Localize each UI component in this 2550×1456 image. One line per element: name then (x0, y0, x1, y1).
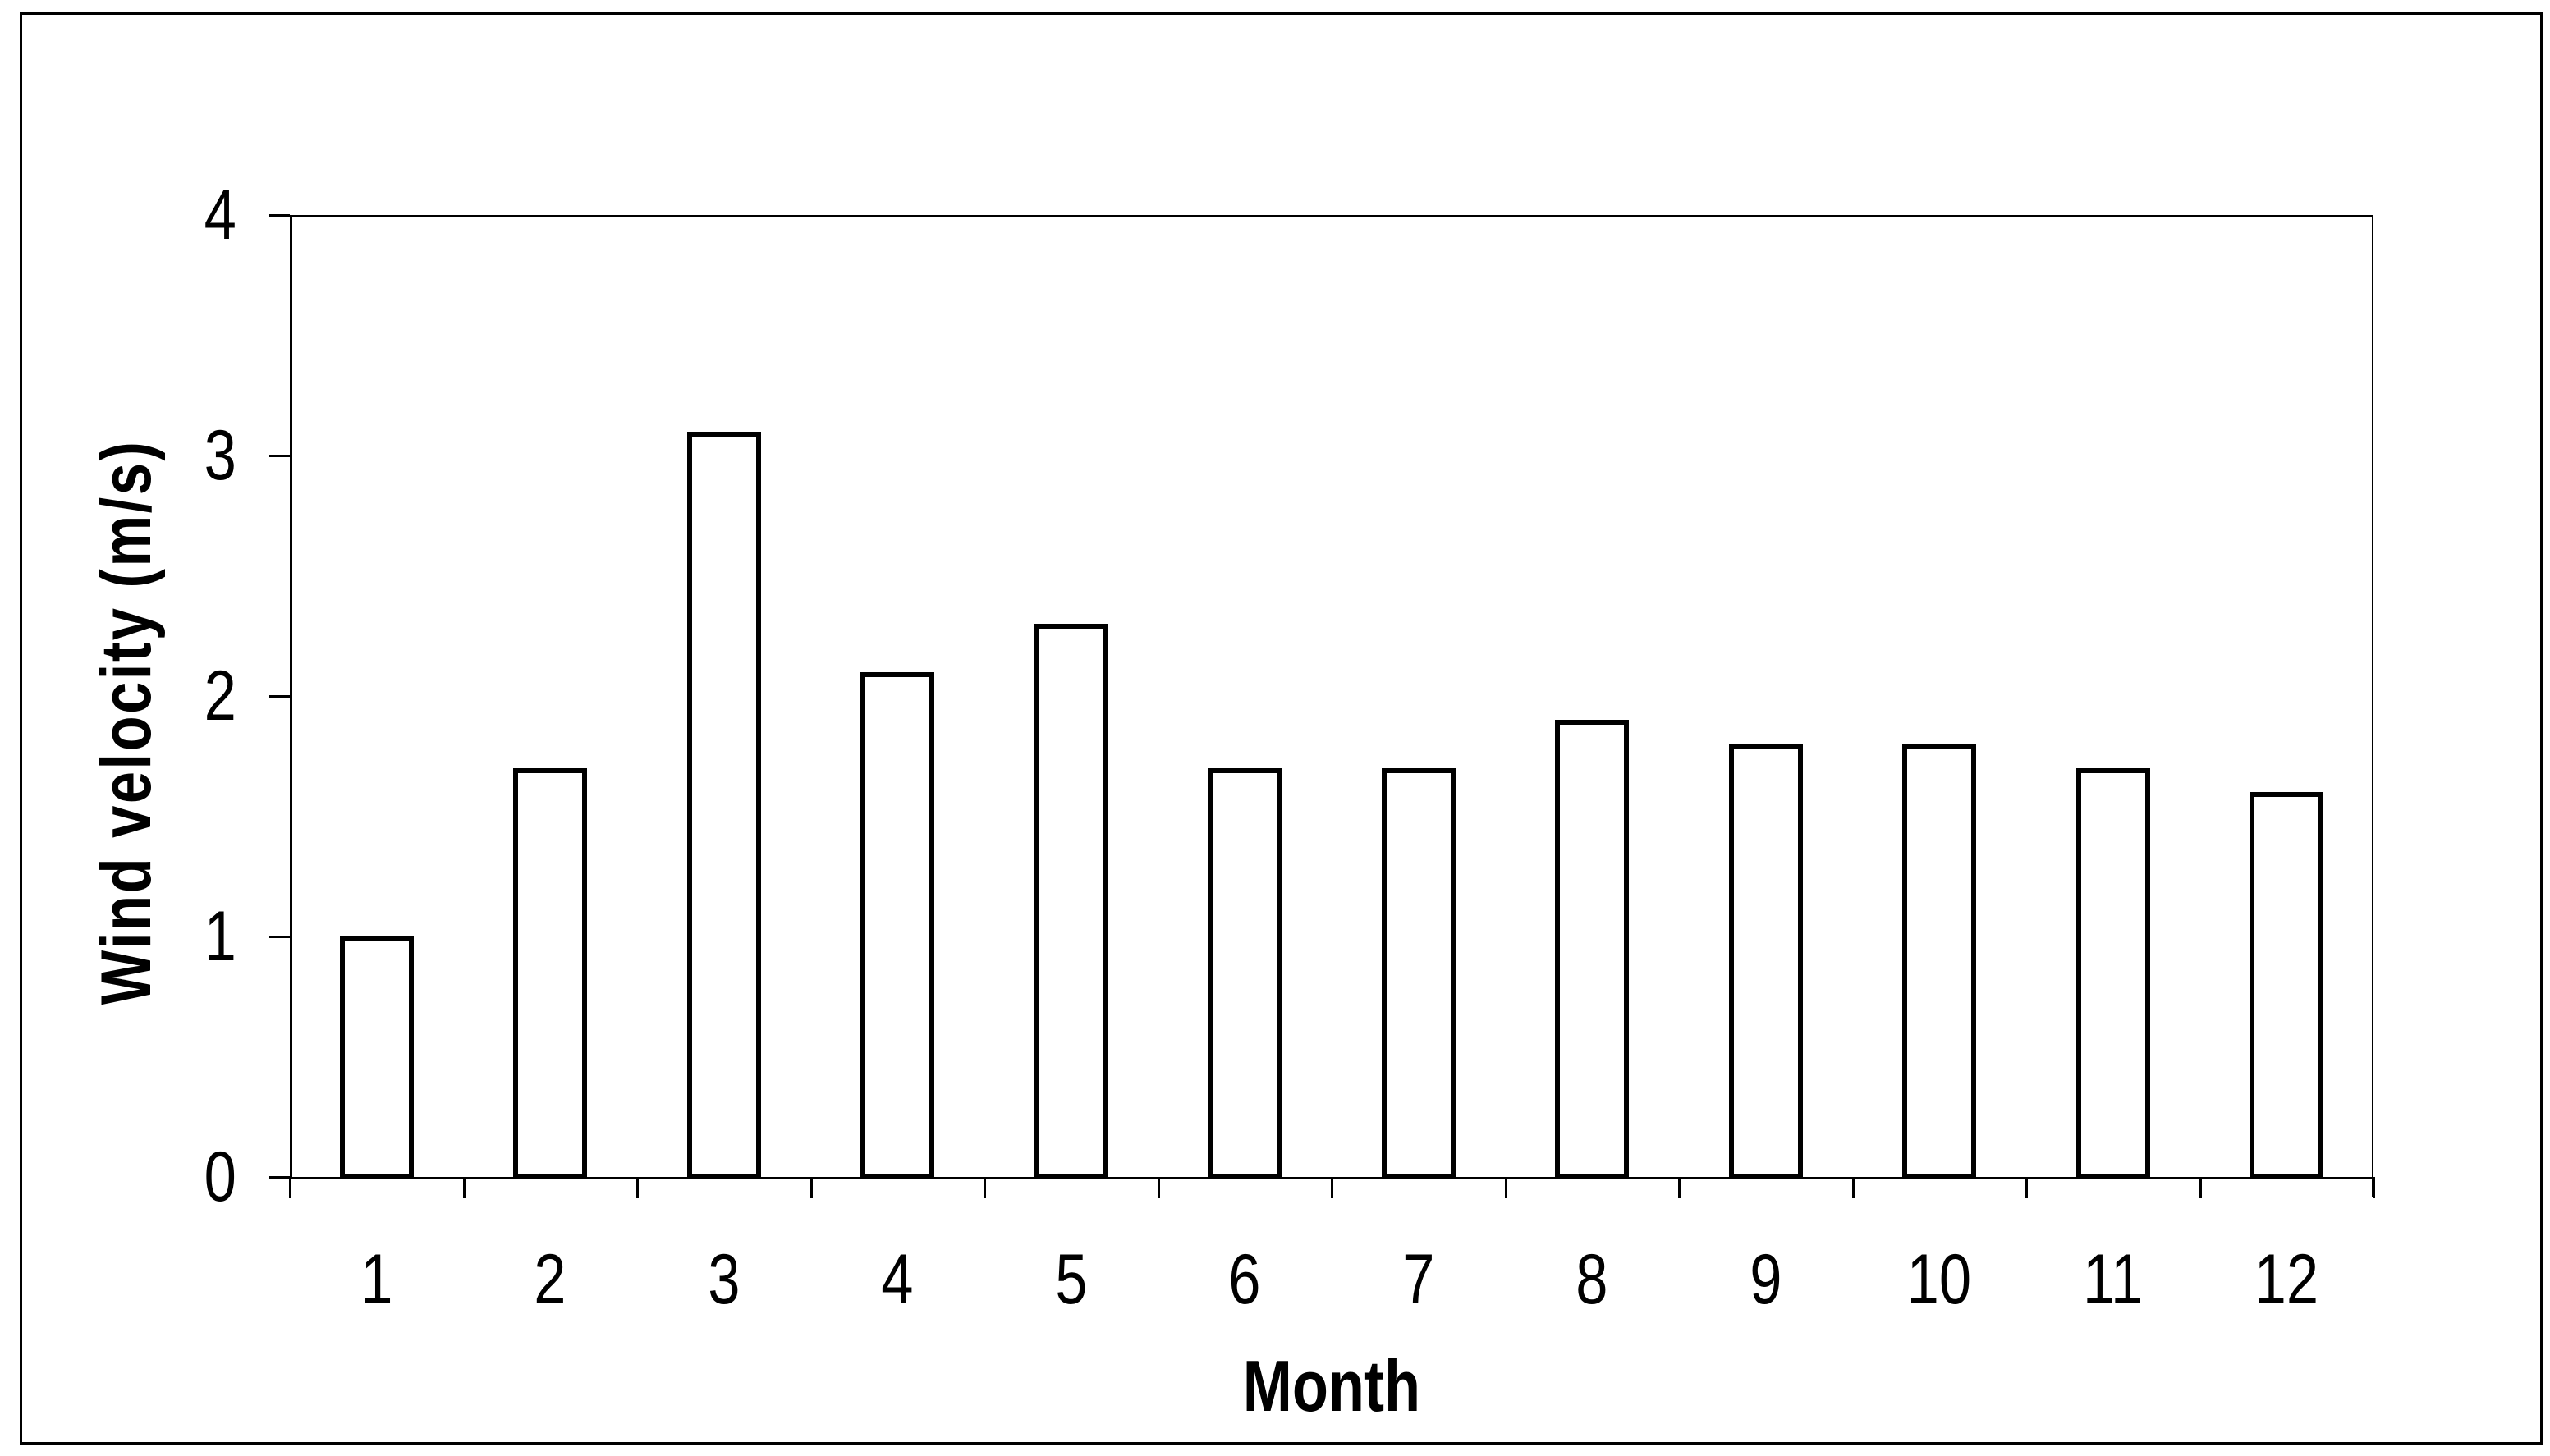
plot-top-border (290, 215, 2373, 217)
y-tick-label: 2 (31, 661, 236, 731)
x-category-label-text: 10 (1906, 1240, 1972, 1319)
x-category-label: 8 (1505, 1244, 1679, 1315)
bar-month-2 (513, 768, 587, 1179)
x-tick-line (1505, 1177, 1507, 1198)
x-axis-title-text: Month (1242, 1345, 1421, 1426)
bar-month-7 (1382, 768, 1456, 1179)
y-tick-line (269, 1176, 290, 1179)
x-category-label-text: 2 (534, 1240, 566, 1319)
x-tick-line (1158, 1177, 1160, 1198)
x-tick-line (2025, 1177, 2028, 1198)
x-category-label: 10 (1852, 1244, 2026, 1315)
x-tick-line (984, 1177, 986, 1198)
y-tick-label-text: 3 (204, 416, 236, 495)
y-tick-label-text: 0 (204, 1138, 236, 1216)
x-category-label-text: 4 (881, 1240, 914, 1319)
x-category-label-text: 3 (708, 1240, 741, 1319)
x-category-label: 5 (984, 1244, 1158, 1315)
bar-month-6 (1208, 768, 1282, 1179)
x-category-label: 12 (2199, 1244, 2373, 1315)
bar-month-11 (2076, 768, 2150, 1179)
y-axis-title: Wind velocity (m/s) (87, 148, 166, 1297)
y-tick-label: 3 (31, 420, 236, 491)
y-tick-label-text: 4 (204, 176, 236, 254)
x-tick-line (2199, 1177, 2202, 1198)
x-category-label-text: 9 (1750, 1240, 1782, 1319)
bar-month-1 (340, 936, 414, 1179)
x-category-label: 1 (290, 1244, 464, 1315)
bar-month-8 (1555, 720, 1629, 1179)
x-category-label: 2 (463, 1244, 637, 1315)
x-tick-line (289, 1177, 291, 1198)
bar-month-10 (1902, 744, 1976, 1179)
x-category-label-text: 8 (1575, 1240, 1608, 1319)
x-category-label: 6 (1158, 1244, 1332, 1315)
y-tick-label: 4 (31, 180, 236, 250)
x-category-label: 9 (1679, 1244, 1853, 1315)
y-tick-label-text: 1 (204, 897, 236, 976)
x-tick-line (1331, 1177, 1333, 1198)
x-category-label-text: 6 (1228, 1240, 1261, 1319)
x-category-label: 3 (637, 1244, 811, 1315)
x-category-label: 11 (2026, 1244, 2200, 1315)
x-tick-line (463, 1177, 466, 1198)
y-tick-label: 0 (31, 1142, 236, 1212)
y-tick-line (269, 695, 290, 698)
y-axis-title-text: Wind velocity (m/s) (87, 439, 166, 1005)
y-tick-label-text: 2 (204, 657, 236, 735)
plot-right-border (2372, 215, 2373, 1197)
bar-month-9 (1729, 744, 1803, 1179)
bar-month-3 (687, 432, 761, 1179)
x-tick-line (636, 1177, 639, 1198)
x-category-label-text: 11 (2083, 1240, 2144, 1319)
y-tick-line (269, 455, 290, 457)
x-tick-line (810, 1177, 813, 1198)
x-category-label: 4 (810, 1244, 984, 1315)
x-category-label: 7 (1332, 1244, 1506, 1315)
x-tick-line (2373, 1177, 2375, 1198)
y-tick-line (269, 936, 290, 938)
x-category-label-text: 5 (1055, 1240, 1088, 1319)
x-axis-title: Month (1085, 1350, 1578, 1422)
x-tick-line (1678, 1177, 1681, 1198)
figure-border (20, 12, 2543, 1445)
bar-month-4 (860, 672, 934, 1179)
bar-month-12 (2250, 792, 2323, 1179)
x-tick-line (1852, 1177, 1855, 1198)
x-category-label-text: 7 (1402, 1240, 1435, 1319)
y-tick-label: 1 (31, 901, 236, 972)
x-category-label-text: 12 (2254, 1240, 2319, 1319)
bar-month-5 (1034, 624, 1108, 1179)
y-tick-line (269, 214, 290, 217)
y-axis-line (290, 215, 292, 1179)
x-category-label-text: 1 (360, 1240, 393, 1319)
